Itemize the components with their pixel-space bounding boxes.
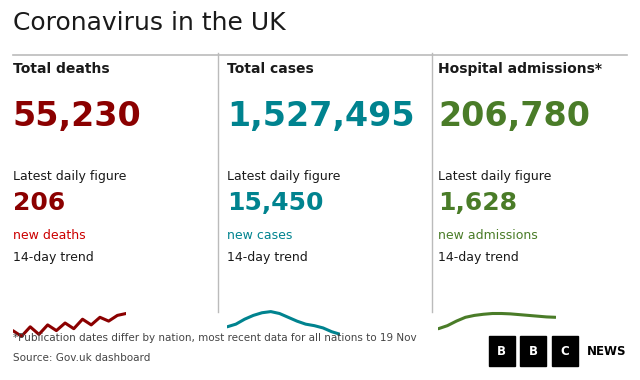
Text: Source: Gov.uk dashboard: Source: Gov.uk dashboard xyxy=(13,353,150,363)
Text: 14-day trend: 14-day trend xyxy=(438,251,519,264)
FancyBboxPatch shape xyxy=(489,336,515,366)
Text: 15,450: 15,450 xyxy=(227,191,324,215)
Text: new cases: new cases xyxy=(227,230,292,242)
FancyBboxPatch shape xyxy=(552,336,578,366)
Text: Total cases: Total cases xyxy=(227,62,314,76)
Text: 1,527,495: 1,527,495 xyxy=(227,100,415,133)
Text: 1,628: 1,628 xyxy=(438,191,517,215)
Text: 55,230: 55,230 xyxy=(13,100,141,133)
Text: B: B xyxy=(497,345,506,358)
Text: Latest daily figure: Latest daily figure xyxy=(13,169,126,182)
Text: Total deaths: Total deaths xyxy=(13,62,109,76)
Text: new deaths: new deaths xyxy=(13,230,85,242)
Text: 14-day trend: 14-day trend xyxy=(13,251,93,264)
Text: 206,780: 206,780 xyxy=(438,100,591,133)
Text: 206: 206 xyxy=(13,191,65,215)
Text: Coronavirus in the UK: Coronavirus in the UK xyxy=(13,11,285,35)
Text: NEWS: NEWS xyxy=(588,345,627,358)
Text: Latest daily figure: Latest daily figure xyxy=(227,169,340,182)
Text: Latest daily figure: Latest daily figure xyxy=(438,169,552,182)
Text: *Publication dates differ by nation, most recent data for all nations to 19 Nov: *Publication dates differ by nation, mos… xyxy=(13,333,417,343)
Text: Hospital admissions*: Hospital admissions* xyxy=(438,62,602,76)
Text: 14-day trend: 14-day trend xyxy=(227,251,308,264)
FancyBboxPatch shape xyxy=(520,336,547,366)
Text: C: C xyxy=(561,345,570,358)
Text: B: B xyxy=(529,345,538,358)
Text: new admissions: new admissions xyxy=(438,230,538,242)
